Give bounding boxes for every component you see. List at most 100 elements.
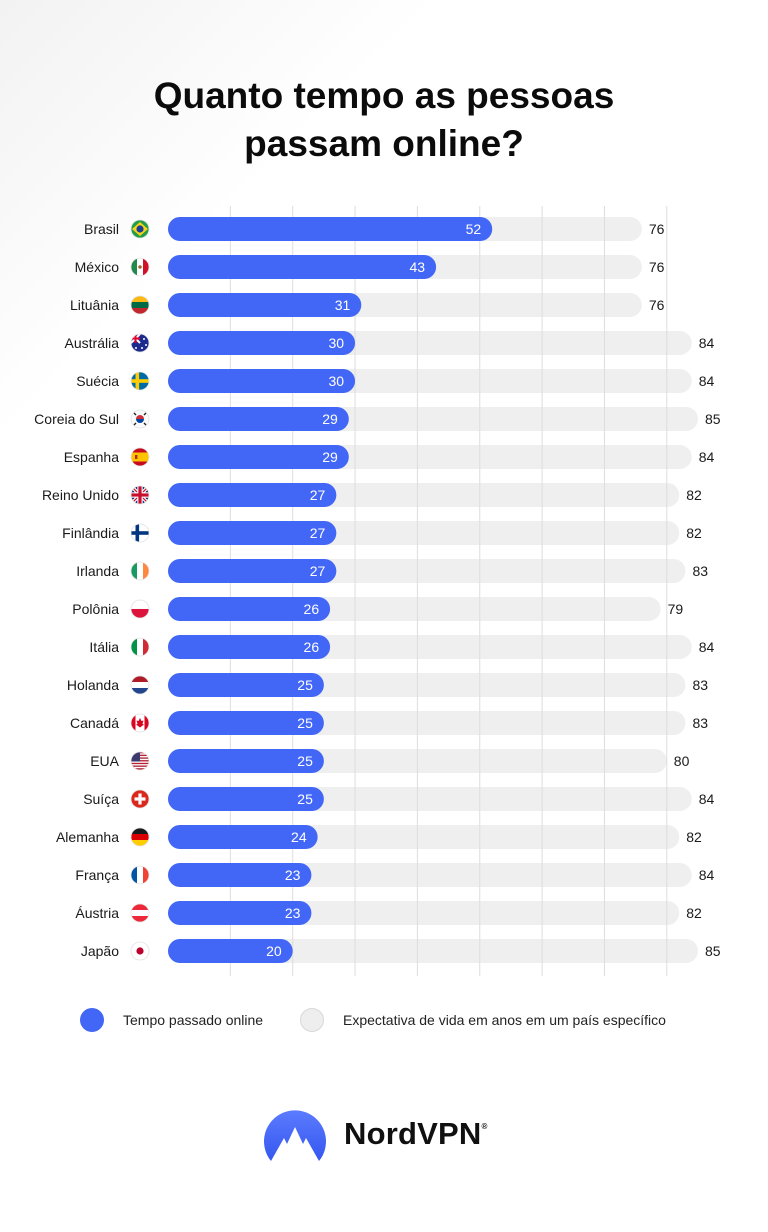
flag-poland-icon [131, 600, 149, 618]
data-label-online: 52 [466, 221, 482, 237]
data-label-online: 31 [335, 297, 351, 313]
data-label-life-expectancy: 83 [693, 715, 709, 731]
data-label-life-expectancy: 84 [699, 335, 715, 351]
legend-item-online: Tempo passado online [80, 1008, 263, 1032]
flag-border [130, 941, 150, 961]
category-label: Austrália [65, 335, 120, 351]
flag-border [130, 561, 150, 581]
category-label: Alemanha [56, 829, 119, 845]
category-label: Suíça [83, 791, 119, 807]
registered-mark: ® [481, 1122, 488, 1131]
legend-label-online: Tempo passado online [123, 1012, 264, 1028]
flag-border [130, 903, 150, 923]
flag-uk-icon [131, 486, 149, 504]
flag-border [130, 333, 150, 353]
bar-online-time [168, 293, 362, 317]
title-line-2: passam online? [244, 123, 524, 164]
bar-online-time [168, 407, 349, 431]
data-label-online: 20 [266, 943, 282, 959]
category-label: Espanha [64, 449, 119, 465]
data-label-life-expectancy: 85 [705, 943, 721, 959]
legend-swatch-life-expectancy [300, 1008, 324, 1032]
bar-online-time [168, 217, 493, 241]
flag-border [130, 713, 150, 733]
data-label-life-expectancy: 80 [674, 753, 690, 769]
flag-border [130, 865, 150, 885]
bar-online-time [168, 635, 331, 659]
category-label: Reino Unido [42, 487, 119, 503]
data-label-life-expectancy: 84 [699, 449, 715, 465]
bar-online-time [168, 825, 318, 849]
category-label: Lituânia [70, 297, 119, 313]
flag-germany-icon [131, 828, 149, 846]
bar-online-time [168, 673, 324, 697]
flag-brazil-icon [131, 220, 149, 238]
legend-item-life-expectancy: Expectativa de vida em anos em um país e… [300, 1008, 666, 1032]
nordvpn-mountain-icon [264, 1110, 326, 1161]
bar-online-time [168, 863, 312, 887]
flag-border [130, 675, 150, 695]
category-labels: Brasil México Lituânia Austrália Suécia Corei… [34, 219, 150, 961]
flag-border [130, 599, 150, 619]
data-label-life-expectancy: 84 [699, 791, 715, 807]
flag-finland-icon [131, 524, 149, 542]
data-label-online: 27 [310, 525, 326, 541]
flag-border [130, 523, 150, 543]
bar-online-time [168, 483, 337, 507]
data-label-online: 25 [297, 715, 313, 731]
data-label-online: 27 [310, 563, 326, 579]
data-label-life-expectancy: 84 [699, 867, 715, 883]
flag-border [130, 827, 150, 847]
data-label-online: 25 [297, 791, 313, 807]
bar-online-time [168, 445, 349, 469]
flag-border [130, 485, 150, 505]
flag-italy-icon [131, 638, 149, 656]
bar-chart: 76 76 76 84 84 85 84 82 82 83 79 84 83 83 80 84 82 84 82 85… [34, 206, 721, 976]
data-label-online: 29 [322, 411, 338, 427]
bar-online-time [168, 787, 324, 811]
flag-japan-icon [131, 942, 149, 960]
series-online-time: 52 43 31 30 30 29 29 27 27 27 26 26 25 25 25 25 24 23 23 20 [168, 217, 493, 963]
data-label-online: 24 [291, 829, 307, 845]
flag-lithuania-icon [131, 296, 149, 314]
bar-online-time [168, 711, 324, 735]
bar-online-time [168, 901, 312, 925]
data-label-life-expectancy: 82 [686, 829, 702, 845]
flag-ireland-icon [131, 562, 149, 580]
flag-border [130, 219, 150, 239]
flag-sweden-icon [131, 372, 149, 390]
data-label-life-expectancy: 85 [705, 411, 721, 427]
category-label: Brasil [84, 221, 119, 237]
category-label: Canadá [70, 715, 119, 731]
category-label: Japão [81, 943, 119, 959]
data-label-life-expectancy: 83 [693, 677, 709, 693]
data-label-life-expectancy: 84 [699, 373, 715, 389]
category-label: EUA [90, 753, 119, 769]
flag-australia-icon [131, 334, 149, 352]
data-label-life-expectancy: 84 [699, 639, 715, 655]
bar-online-time [168, 521, 337, 545]
legend: Tempo passado online Expectativa de vida… [0, 1008, 768, 1038]
category-label: Polônia [72, 601, 119, 617]
data-label-life-expectancy: 82 [686, 487, 702, 503]
data-label-life-expectancy: 76 [649, 259, 665, 275]
flag-france-icon [131, 866, 149, 884]
flag-canada-icon [131, 714, 149, 732]
data-label-online: 27 [310, 487, 326, 503]
flag-border [130, 789, 150, 809]
data-label-life-expectancy: 83 [693, 563, 709, 579]
category-label: Suécia [76, 373, 119, 389]
flag-switzerland-icon [131, 790, 149, 808]
category-label: Finlândia [62, 525, 119, 541]
category-label: França [75, 867, 119, 883]
data-label-online: 26 [304, 601, 320, 617]
data-label-online: 30 [328, 335, 344, 351]
category-label: México [75, 259, 120, 275]
data-label-online: 26 [304, 639, 320, 655]
grid-lines [229, 206, 668, 976]
legend-swatch-online [80, 1008, 104, 1032]
brand-name: NordVPN® [344, 1116, 488, 1152]
flag-border [130, 257, 150, 277]
bar-online-time [168, 939, 293, 963]
brand-logo: NordVPN® [262, 1106, 488, 1162]
